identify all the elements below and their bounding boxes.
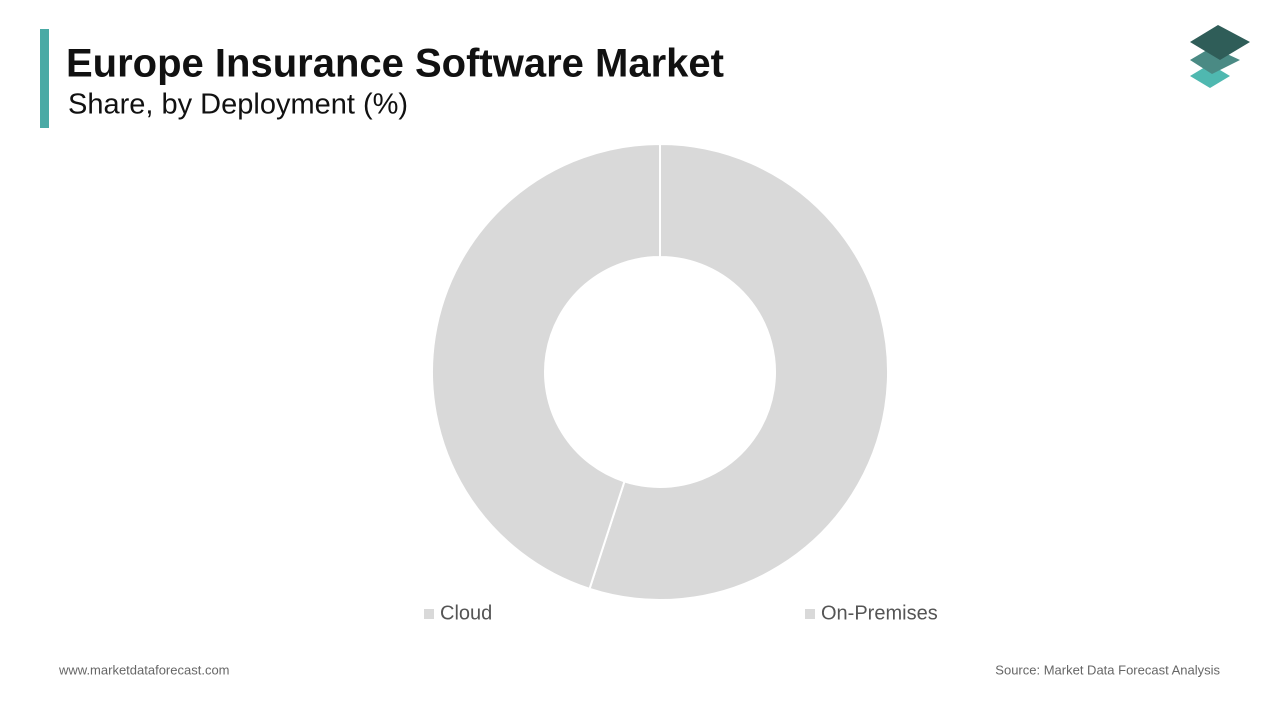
title-accent	[40, 29, 49, 128]
legend-marker	[424, 609, 434, 619]
legend-label: On-Premises	[821, 602, 938, 624]
chart-subtitle: Share, by Deployment (%)	[68, 89, 408, 121]
donut-slice	[588, 142, 889, 601]
logo	[1190, 25, 1250, 88]
donut	[431, 142, 889, 601]
chart-title: Europe Insurance Software Market	[66, 42, 724, 86]
footer-source: Source: Market Data Forecast Analysis	[995, 662, 1220, 677]
donut-slice	[431, 142, 661, 591]
legend-label: Cloud	[440, 602, 492, 624]
footer-website: www.marketdataforecast.com	[58, 662, 230, 677]
legend-marker	[805, 609, 815, 619]
legend: Cloud On-Premises	[424, 602, 938, 624]
